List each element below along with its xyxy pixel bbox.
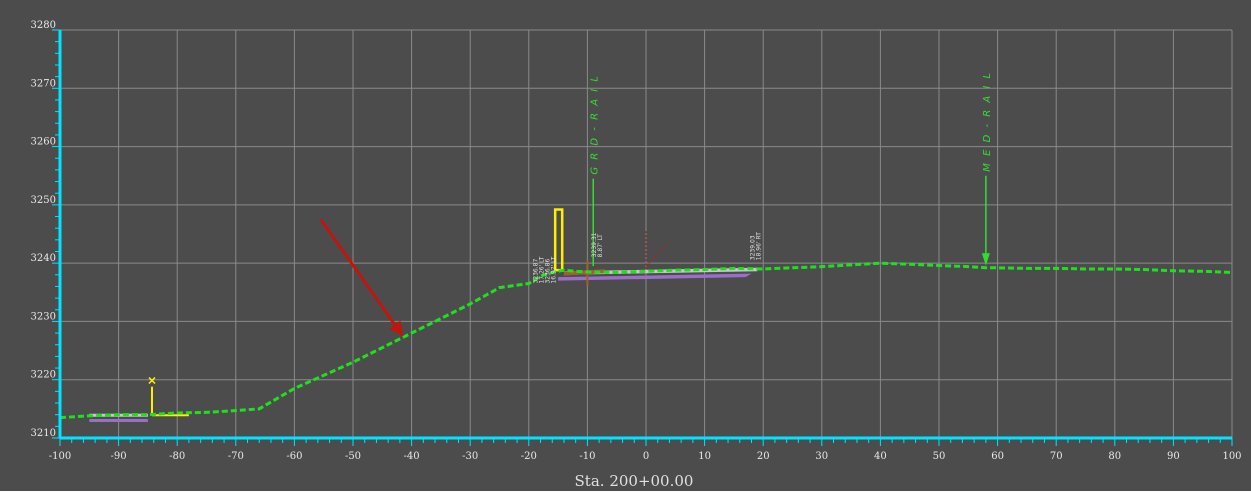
- subgrade-main: [558, 273, 752, 281]
- elevation-label: 3239.0318.96' RT: [749, 232, 762, 260]
- axes: -100 -90 -80 -70 -60 -50 -40 -30 -20 -10 0 10 20 30 40…: [31, 20, 1242, 462]
- y-tick-label: 3260: [31, 137, 56, 148]
- x-tick-label: -70: [228, 451, 244, 462]
- x-tick-label: 90: [1167, 451, 1180, 462]
- grid-lines: [59, 29, 1233, 439]
- med-rail-label: M E D - R A I L: [982, 71, 993, 172]
- y-tick-label: 3270: [31, 78, 56, 89]
- x-tick-label: 70: [1050, 451, 1063, 462]
- x-tick-label: 60: [991, 451, 1004, 462]
- callout-arrow: [319, 218, 405, 337]
- y-tick-label: 3280: [31, 20, 56, 31]
- y-tick-label: 3210: [31, 428, 56, 439]
- med-rail-arrowhead: [981, 253, 990, 266]
- x-tick-label: 20: [757, 451, 770, 462]
- x-tick-label: -60: [286, 451, 302, 462]
- x-tick-label: -50: [345, 451, 361, 462]
- x-tick-label: -40: [404, 451, 420, 462]
- y-tick-label: 3220: [31, 370, 56, 381]
- construction-line: [645, 242, 670, 267]
- y-tick-label: 3230: [31, 311, 56, 322]
- x-tick-label: -20: [521, 451, 537, 462]
- annotations: G R D - R A I L M E D - R A I L 3239.318.8…: [319, 71, 993, 337]
- x-tick-label: 0: [643, 451, 649, 462]
- elevation-label: 3239.318.87' LT: [591, 232, 604, 257]
- elevation-label: 3236.8717.26' LT3236.8616.97' LT: [533, 256, 558, 283]
- x-tick-label: 50: [933, 451, 946, 462]
- ground-line: [59, 261, 1233, 420]
- x-tick-label: -10: [579, 451, 595, 462]
- x-tick-label: -80: [169, 451, 185, 462]
- x-tick-label: -100: [49, 451, 71, 462]
- x-tick-label: -30: [462, 451, 478, 462]
- x-tick-label: -90: [111, 451, 127, 462]
- y-tick-label: 3250: [31, 195, 56, 206]
- x-marker-icon: ✕: [147, 374, 156, 387]
- grd-rail-label: G R D - R A I L: [589, 74, 600, 175]
- x-tick-label: 100: [1222, 451, 1241, 462]
- x-tick-label: 10: [698, 451, 711, 462]
- callout-arrowhead: [389, 320, 403, 336]
- x-tick-label: 80: [1108, 451, 1121, 462]
- x-tick-label: 30: [815, 451, 828, 462]
- y-tick-label: 3240: [31, 253, 56, 264]
- existing-ground-line: [59, 261, 1233, 420]
- station-label: Sta. 200+00.00: [575, 472, 694, 490]
- x-tick-label: 40: [874, 451, 887, 462]
